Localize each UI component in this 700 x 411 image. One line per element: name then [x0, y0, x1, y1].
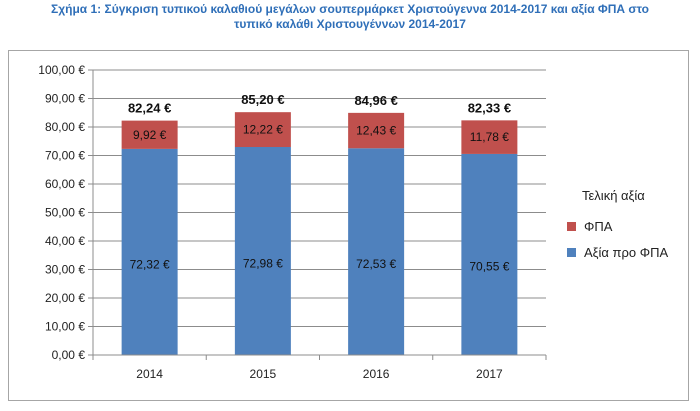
bar-segment [121, 120, 178, 149]
bar-total-label: 85,20 € [241, 92, 284, 107]
legend-label-vat: ΦΠΑ [584, 219, 613, 234]
legend-swatch-pre-vat [567, 248, 576, 257]
y-tick-label: 90,00 € [45, 92, 85, 106]
x-tick-label: 2016 [363, 367, 390, 381]
y-tick-label: 60,00 € [45, 177, 85, 191]
bar-data-label: 72,98 € [243, 256, 283, 270]
y-tick-label: 10,00 € [45, 320, 85, 334]
bar-total-label: 82,33 € [468, 100, 511, 115]
legend-swatch-vat [567, 222, 576, 231]
x-tick-label: 2017 [476, 367, 503, 381]
bar-data-label: 72,53 € [356, 257, 396, 271]
legend-title: Τελική αξία [582, 188, 645, 203]
chart-title-line-1: Σχήμα 1: Σύγκριση τυπικού καλαθιού μεγάλ… [51, 2, 649, 16]
y-tick-label: 30,00 € [45, 263, 85, 277]
y-tick-label: 100,00 € [38, 63, 85, 77]
y-tick-label: 0,00 € [52, 348, 86, 362]
bar-segment [461, 120, 518, 154]
bar-segment [121, 148, 178, 355]
y-tick-label: 40,00 € [45, 234, 85, 248]
bar-data-label: 70,55 € [469, 260, 509, 274]
bar-data-label: 12,43 € [356, 124, 396, 138]
bar-segment [461, 153, 518, 355]
bar-segment [348, 148, 405, 355]
bar-segment [234, 112, 291, 148]
x-tick-label: 2015 [250, 367, 277, 381]
bar-data-label: 12,22 € [243, 123, 283, 137]
bar-data-label: 9,92 € [133, 128, 167, 142]
x-tick-label: 2014 [136, 367, 163, 381]
chart-title-line-2: τυπικό καλάθι Χριστουγέννων 2014-2017 [234, 17, 466, 31]
legend-item-pre-vat: Αξία προ ΦΠΑ [567, 245, 668, 260]
y-tick-label: 50,00 € [45, 206, 85, 220]
y-tick-label: 20,00 € [45, 291, 85, 305]
bar-total-label: 84,96 € [354, 93, 397, 108]
chart-title: Σχήμα 1: Σύγκριση τυπικού καλαθιού μεγάλ… [0, 2, 700, 32]
legend-label-pre-vat: Αξία προ ΦΠΑ [584, 245, 669, 260]
y-tick-label: 80,00 € [45, 120, 85, 134]
bar-total-label: 82,24 € [128, 101, 171, 116]
bar-segment [234, 147, 291, 355]
bar-data-label: 11,78 € [470, 130, 509, 144]
bar-data-label: 72,32 € [130, 257, 170, 271]
legend-item-vat: ΦΠΑ [567, 219, 612, 234]
bar-segment [348, 112, 405, 149]
y-tick-label: 70,00 € [45, 149, 85, 163]
